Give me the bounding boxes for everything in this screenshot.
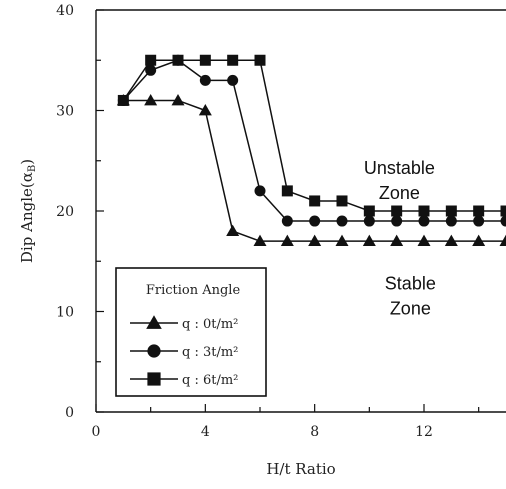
data-point-triangle	[198, 104, 212, 116]
data-point-circle	[281, 215, 293, 227]
data-point-triangle	[253, 234, 267, 247]
legend-box	[115, 267, 267, 397]
series-layer	[116, 54, 506, 247]
y-axis-title-subscript: B	[27, 165, 38, 172]
data-point-triangle	[308, 234, 322, 247]
data-point-triangle	[335, 234, 349, 247]
data-point-triangle	[171, 93, 185, 106]
y-tick-label: 0	[65, 405, 74, 421]
data-point-square	[309, 195, 321, 207]
series-square	[117, 54, 506, 217]
data-point-circle	[500, 215, 506, 227]
data-point-circle	[391, 215, 403, 227]
data-point-square	[227, 54, 239, 66]
data-point-triangle	[390, 234, 404, 247]
data-point-square	[473, 205, 485, 217]
y-tick-label: 30	[56, 104, 74, 120]
x-tick-label: 0	[92, 424, 101, 440]
legend-label: q : 3t/m²	[182, 345, 238, 360]
data-point-circle	[473, 215, 485, 227]
data-point-triangle	[472, 234, 486, 247]
x-axis-title: H/t Ratio	[266, 460, 335, 478]
x-tick-label: 12	[415, 424, 433, 440]
y-axis-title-main: Dip Angle(α	[18, 172, 36, 263]
ticks: 0 4 8 12 0 10 20 30 40	[56, 3, 480, 440]
y-tick-label: 10	[56, 305, 74, 321]
zone-label: Zone	[379, 183, 420, 203]
data-point-square	[363, 205, 375, 217]
legend: Friction Angle q : 0t/m² q : 3t/m² q : 6t/m…	[115, 267, 267, 397]
zone-label: Zone	[390, 298, 431, 318]
data-point-square	[418, 205, 430, 217]
legend-marker-square	[147, 372, 161, 386]
data-point-square	[199, 54, 211, 66]
data-point-square	[117, 94, 129, 106]
y-axis-title: Dip Angle(αB)	[18, 159, 38, 263]
data-point-circle	[418, 215, 430, 227]
y-axis-title-close: )	[18, 159, 36, 165]
legend-label: q : 6t/m²	[182, 373, 238, 388]
y-tick-label: 40	[56, 3, 74, 19]
series-line-square	[122, 59, 506, 212]
x-tick-label: 4	[201, 424, 210, 440]
data-point-circle	[145, 64, 157, 76]
data-point-circle	[309, 215, 321, 227]
data-point-triangle	[362, 234, 376, 247]
x-tick-label: 8	[310, 424, 319, 440]
data-point-square	[445, 205, 457, 217]
data-point-circle	[227, 74, 239, 86]
data-point-triangle	[499, 234, 506, 247]
data-point-square	[281, 185, 293, 197]
data-point-square	[500, 205, 506, 217]
legend-title: Friction Angle	[146, 283, 241, 298]
data-point-circle	[254, 185, 266, 197]
data-point-square	[391, 205, 403, 217]
data-point-square	[145, 54, 157, 66]
legend-label: q : 0t/m²	[182, 317, 238, 332]
data-point-triangle	[417, 234, 431, 247]
zone-label: Stable	[385, 273, 436, 293]
series-triangle	[116, 93, 506, 247]
data-point-square	[254, 54, 266, 66]
y-tick-label: 20	[56, 204, 74, 220]
data-point-triangle	[144, 93, 158, 106]
legend-marker-circle	[147, 344, 161, 358]
data-point-circle	[445, 215, 457, 227]
data-point-circle	[199, 74, 211, 86]
data-point-triangle	[226, 224, 240, 236]
data-point-square	[336, 195, 348, 207]
data-point-triangle	[444, 234, 458, 247]
zone-label: Unstable	[364, 158, 435, 178]
annotations: Unstable Zone Stable Zone	[364, 158, 436, 319]
data-point-triangle	[280, 234, 294, 247]
data-point-circle	[336, 215, 348, 227]
legend-marker-triangle	[146, 315, 162, 329]
data-point-circle	[363, 215, 375, 227]
data-point-square	[172, 54, 184, 66]
